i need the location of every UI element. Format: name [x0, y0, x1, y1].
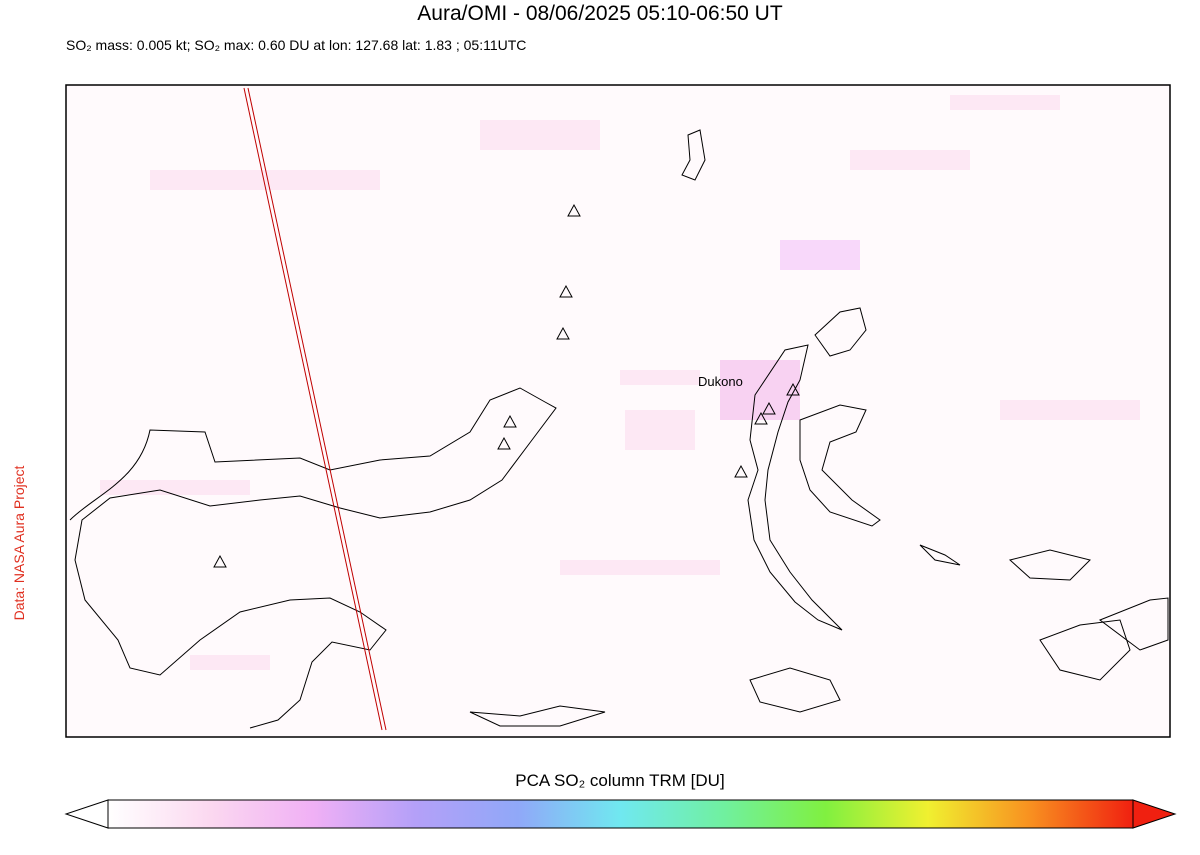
- credit: Data: NASA Aura Project: [11, 465, 27, 620]
- colorbar-over: [1132, 799, 1177, 829]
- volcanoes: [213, 203, 800, 568]
- map: Dukono: [66, 85, 1170, 737]
- map-frame: [65, 84, 1171, 738]
- coastlines: [69, 129, 1169, 729]
- volcano-label: Dukono: [698, 374, 743, 389]
- map-background: [66, 85, 1170, 737]
- colorbar-under: [64, 799, 109, 829]
- subtitle: SO₂ mass: 0.005 kt; SO₂ max: 0.60 DU at …: [66, 37, 526, 53]
- so2-swaths: [100, 95, 1140, 670]
- colorbar: [107, 799, 1134, 829]
- title: Aura/OMI - 08/06/2025 05:10-06:50 UT: [417, 2, 783, 25]
- colorbar-title: PCA SO₂ column TRM [DU]: [515, 771, 724, 790]
- satellite-track: [243, 87, 387, 731]
